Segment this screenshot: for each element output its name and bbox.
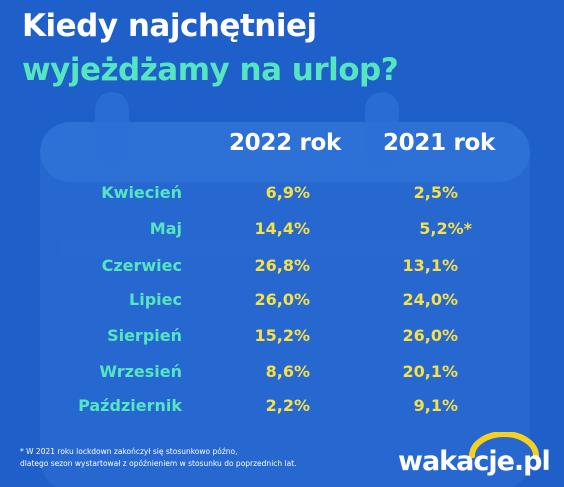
table-row: Lipiec 26,0% 24,0% xyxy=(0,290,564,320)
column-header-2022: 2022 rok xyxy=(228,130,342,156)
value-2021: 13,1% xyxy=(402,256,458,275)
footnote: * W 2021 roku lockdown zakończył się sto… xyxy=(20,446,380,470)
value-2021: 26,0% xyxy=(402,326,458,345)
page-title: Kiedy najchętniej wyjeżdżamy na urlop? xyxy=(22,4,399,92)
value-2022: 2,2% xyxy=(265,396,310,415)
footnote-line-2: dlatego sezon wystartował z opóźnieniem … xyxy=(20,459,297,468)
sun-arc-icon xyxy=(469,432,539,458)
table-row: Wrzesień 8,6% 20,1% xyxy=(0,362,564,392)
title-line-1: Kiedy najchętniej xyxy=(22,8,317,44)
logo-text: wakacje.pl xyxy=(398,446,551,477)
value-2021: 24,0% xyxy=(402,290,458,309)
month-label: Sierpień xyxy=(107,326,182,345)
brand-logo: wakacje.pl xyxy=(394,432,554,480)
month-label: Kwiecień xyxy=(101,183,182,202)
month-label: Lipiec xyxy=(129,290,182,309)
value-2022: 6,9% xyxy=(265,183,310,202)
value-2022: 14,4% xyxy=(254,219,310,238)
month-label: Październik xyxy=(78,396,182,415)
value-2022: 26,8% xyxy=(254,256,310,275)
table-row: Sierpień 15,2% 26,0% xyxy=(0,326,564,356)
footnote-line-1: * W 2021 roku lockdown zakończył się sto… xyxy=(20,447,238,456)
value-2022: 8,6% xyxy=(265,362,310,381)
table-row: Październik 2,2% 9,1% xyxy=(0,396,564,426)
value-2021: 9,1% xyxy=(413,396,458,415)
title-line-2: wyjeżdżamy na urlop? xyxy=(22,52,399,88)
month-label: Wrzesień xyxy=(99,362,182,381)
table-row: Kwiecień 6,9% 2,5% xyxy=(0,183,564,213)
month-label: Czerwiec xyxy=(101,256,182,275)
value-2022: 15,2% xyxy=(254,326,310,345)
table-row: Czerwiec 26,8% 13,1% xyxy=(0,256,564,286)
column-header-2021: 2021 rok xyxy=(382,130,496,156)
table-row: Maj 14,4% 5,2%* xyxy=(0,219,564,249)
value-2021: 2,5% xyxy=(413,183,458,202)
value-2021: 20,1% xyxy=(402,362,458,381)
value-2022: 26,0% xyxy=(254,290,310,309)
month-label: Maj xyxy=(149,219,182,238)
value-2021: 5,2%* xyxy=(419,219,472,238)
